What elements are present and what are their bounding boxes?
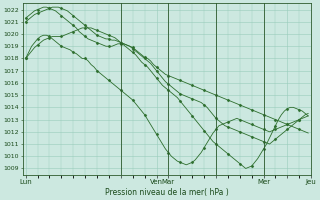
X-axis label: Pression niveau de la mer( hPa ): Pression niveau de la mer( hPa ) [105,188,229,197]
